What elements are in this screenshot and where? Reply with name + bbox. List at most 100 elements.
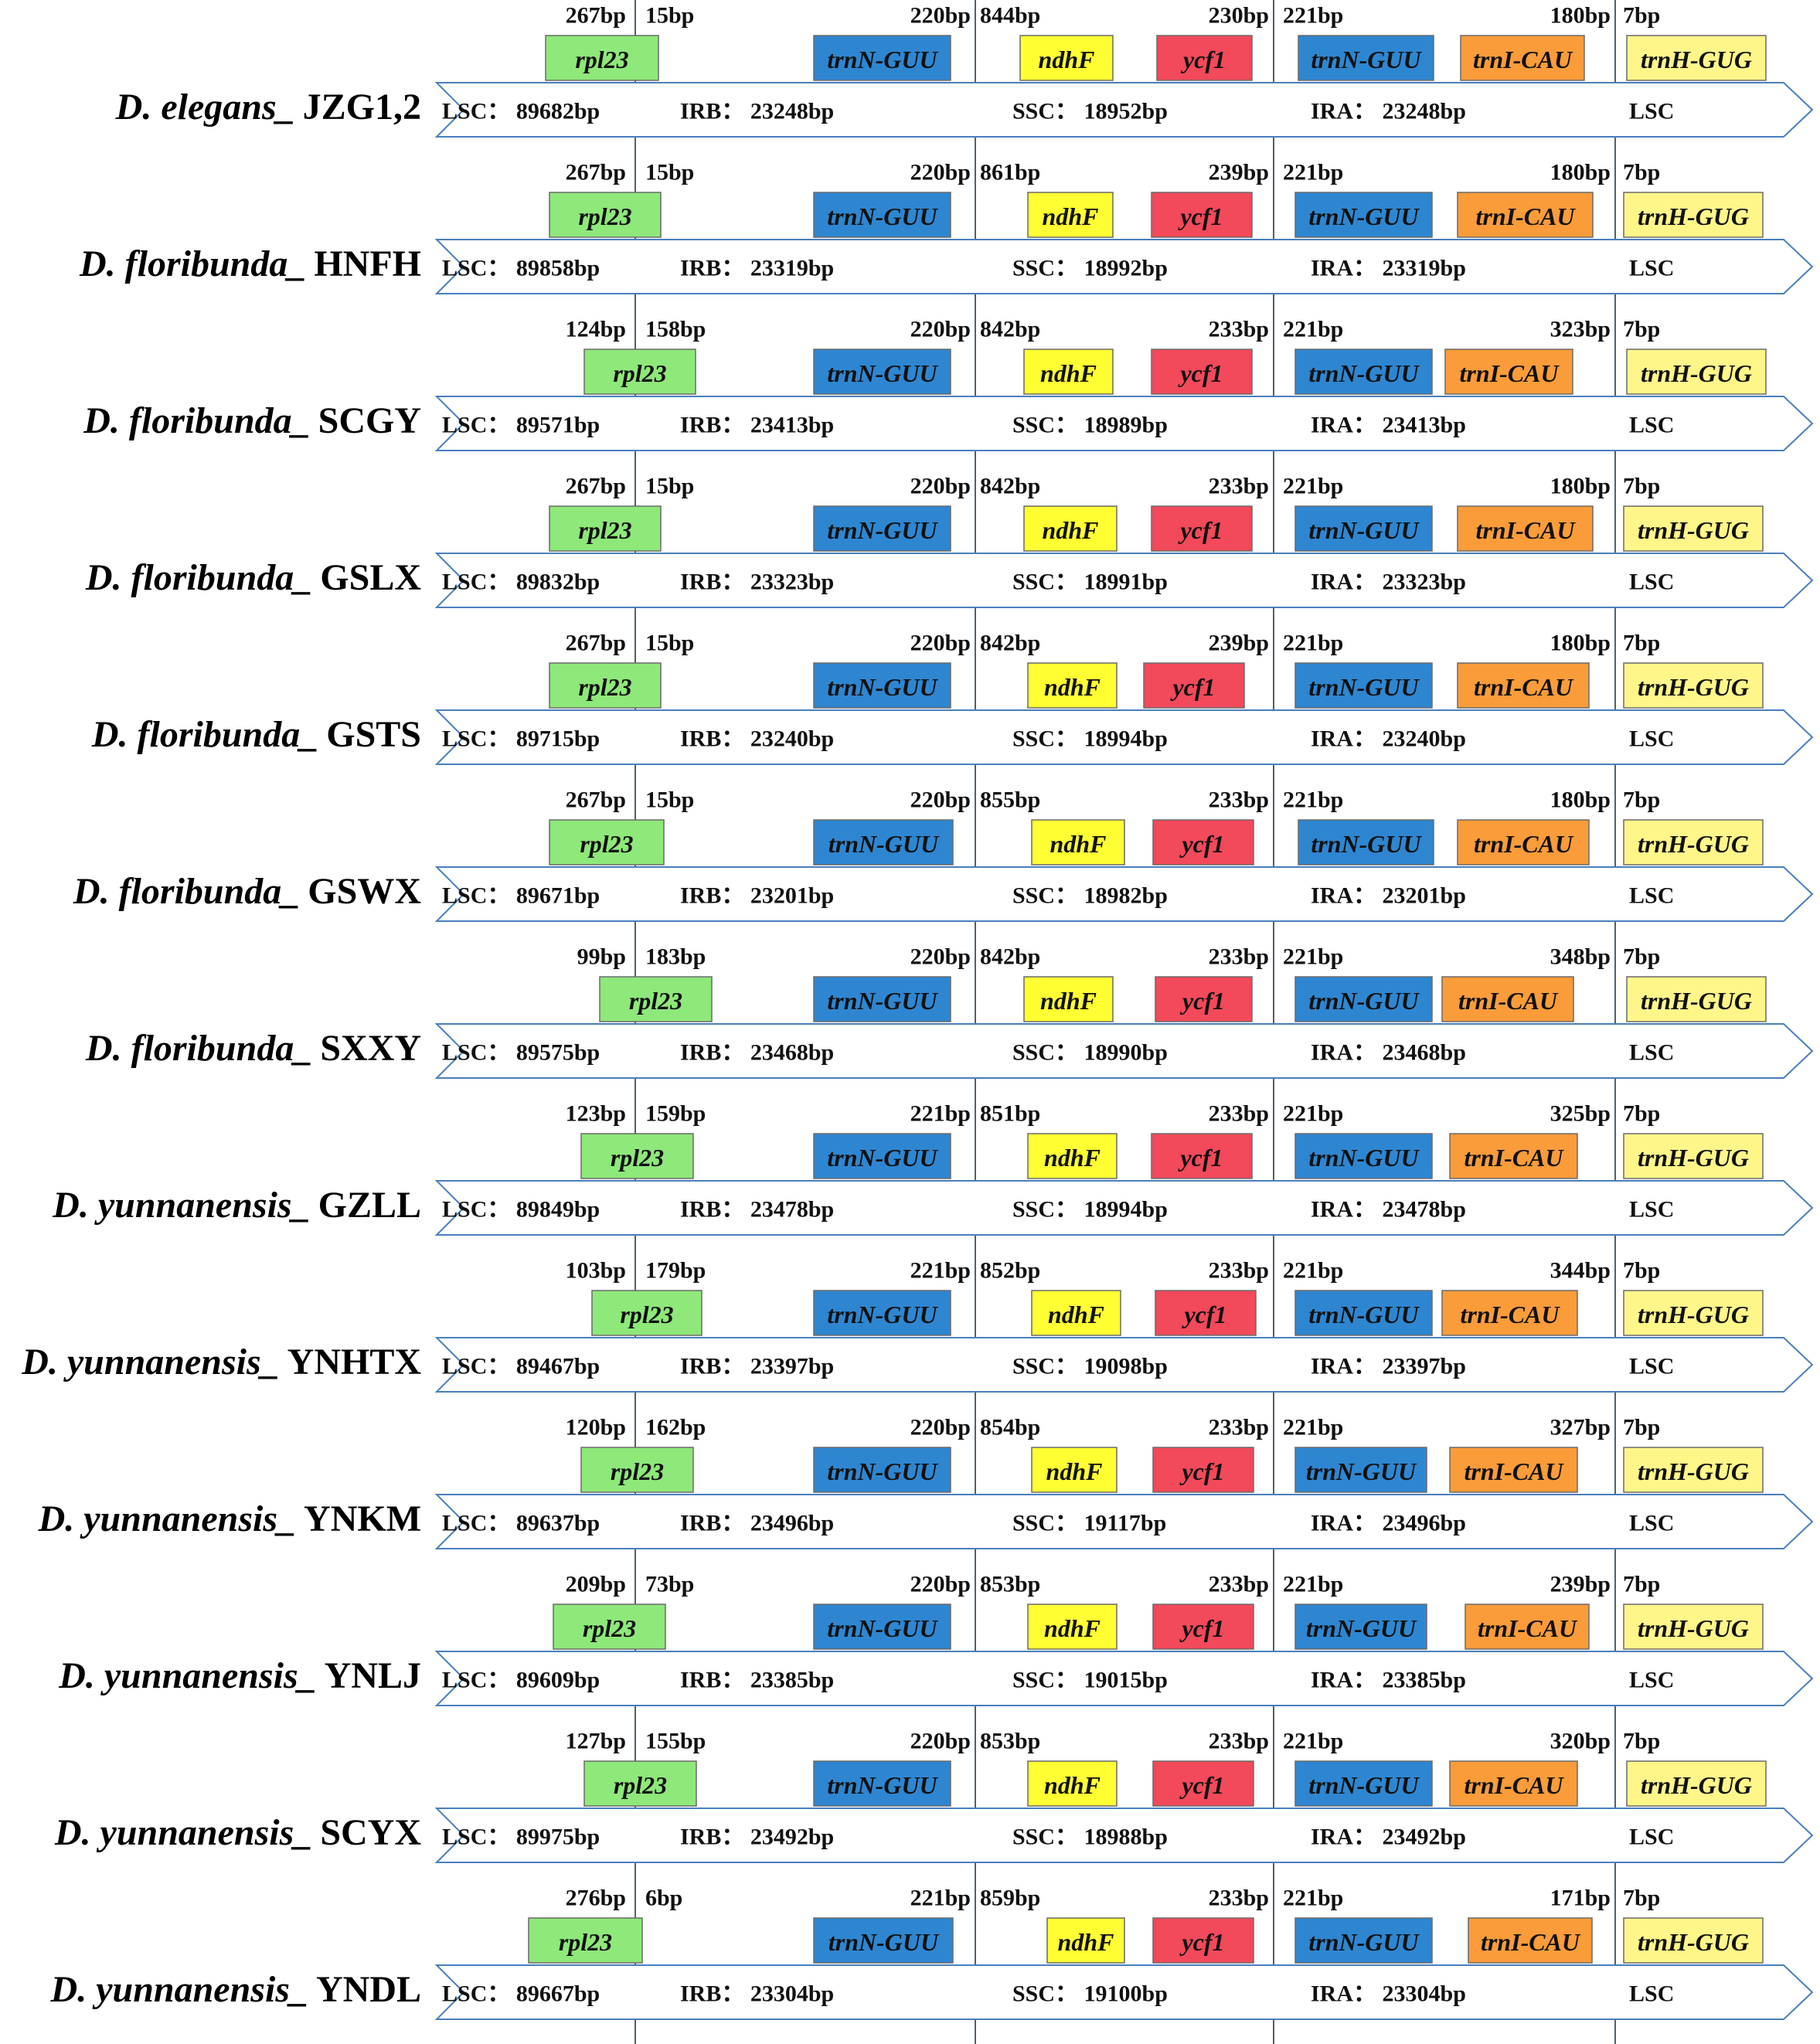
bp-label: 233bp bbox=[1209, 944, 1269, 970]
gene-box-ycf1 bbox=[1152, 1760, 1254, 1807]
species-name: D. floribunda_ bbox=[85, 1028, 312, 1069]
gene-label-trnI: trnI-CAU bbox=[1460, 1301, 1560, 1328]
gene-box-trnI bbox=[1468, 1917, 1593, 1964]
bp-label: 325bp bbox=[1550, 1101, 1611, 1127]
bp-label: 162bp bbox=[645, 1415, 706, 1440]
species-row: rpl23 trnN-GUU ndhF ycf1 trnN-GUU trnI-CAU trn… bbox=[115, 3, 1814, 138]
region-arrow bbox=[434, 396, 1814, 451]
gene-label-trnN: trnN-GUU bbox=[1308, 1144, 1420, 1172]
gene-label-rpl23: rpl23 bbox=[559, 1928, 612, 1956]
gene-label-ycf1: ycf1 bbox=[1169, 673, 1215, 701]
species-row: rpl23 trnN-GUU ndhF ycf1 trnN-GUU trnI-CAU trn… bbox=[85, 944, 1814, 1079]
bp-label: 239bp bbox=[1209, 160, 1269, 185]
species-name: D. floribunda_ bbox=[83, 400, 310, 441]
region-label-irb: IRB： 23304bp bbox=[680, 1981, 834, 2007]
gene-label-ndhF: ndhF bbox=[1044, 1771, 1101, 1799]
region-label-ira: IRA： 23413bp bbox=[1311, 413, 1466, 438]
bp-label: 221bp bbox=[1283, 160, 1343, 185]
gene-box-trnI bbox=[1457, 505, 1594, 552]
sample-code: YNLJ bbox=[325, 1655, 421, 1696]
region-label-ssc: SSC： 19100bp bbox=[1012, 1981, 1168, 2007]
bp-label: 7bp bbox=[1623, 1101, 1660, 1127]
gene-label-trnI: trnI-CAU bbox=[1458, 987, 1559, 1015]
gene-box-trnN bbox=[1294, 192, 1433, 238]
gene-box-trnH bbox=[1626, 1760, 1767, 1807]
gene-box-trnI bbox=[1457, 819, 1590, 866]
bp-label: 180bp bbox=[1550, 3, 1611, 29]
sample-code: GZLL bbox=[318, 1185, 421, 1226]
bp-label: 124bp bbox=[566, 317, 626, 342]
gene-label-ycf1: ycf1 bbox=[1177, 359, 1223, 387]
bp-label: 99bp bbox=[577, 944, 626, 970]
gene-label-trnN: trnN-GUU bbox=[827, 1144, 938, 1172]
gene-label-trnH: trnH-GUG bbox=[1638, 1144, 1749, 1172]
gene-label-trnN: trnN-GUU bbox=[827, 1614, 938, 1642]
gene-box-trnH bbox=[1623, 1133, 1764, 1179]
bp-label: 120bp bbox=[566, 1415, 626, 1440]
region-arrow bbox=[434, 1494, 1814, 1549]
species-label: D. yunnanensis_ YNLJ bbox=[58, 1655, 421, 1696]
gene-label-trnN: trnN-GUU bbox=[1308, 202, 1420, 230]
bp-label: 180bp bbox=[1550, 474, 1611, 499]
region-arrow bbox=[434, 1023, 1814, 1079]
gene-label-trnN: trnN-GUU bbox=[1308, 1771, 1420, 1799]
region-label-ssc: SSC： 18982bp bbox=[1012, 883, 1168, 909]
gene-label-trnH: trnH-GUG bbox=[1638, 1614, 1749, 1642]
gene-label-ycf1: ycf1 bbox=[1179, 830, 1224, 858]
gene-box-rpl23 bbox=[528, 1917, 643, 1964]
gene-box-ndhF bbox=[1046, 1917, 1125, 1964]
species-name: D. floribunda_ bbox=[73, 871, 300, 912]
region-arrow bbox=[434, 1180, 1814, 1236]
bp-label: 221bp bbox=[1283, 1415, 1343, 1440]
gene-box-trnN bbox=[813, 1447, 951, 1493]
gene-label-ycf1: ycf1 bbox=[1179, 1614, 1224, 1642]
bp-label: 348bp bbox=[1550, 944, 1611, 970]
bp-label: 180bp bbox=[1550, 787, 1611, 813]
bp-label: 7bp bbox=[1623, 474, 1660, 499]
gene-box-trnN bbox=[1298, 35, 1434, 81]
species-label: D. floribunda_ GSLX bbox=[85, 557, 421, 598]
bp-label: 233bp bbox=[1209, 787, 1269, 813]
bp-label: 221bp bbox=[1283, 3, 1343, 29]
gene-box-trnH bbox=[1623, 505, 1764, 552]
gene-label-trnI: trnI-CAU bbox=[1459, 359, 1560, 387]
region-label-ira: IRA： 23319bp bbox=[1311, 256, 1466, 281]
gene-box-trnH bbox=[1626, 35, 1767, 81]
gene-box-trnH bbox=[1623, 1290, 1764, 1336]
gene-label-ndhF: ndhF bbox=[1048, 1301, 1104, 1328]
gene-box-trnI bbox=[1441, 976, 1574, 1022]
bp-label: 239bp bbox=[1550, 1572, 1611, 1597]
gene-box-trnI bbox=[1465, 1604, 1590, 1650]
gene-label-trnN: trnN-GUU bbox=[1306, 1457, 1417, 1485]
gene-box-ycf1 bbox=[1152, 1917, 1254, 1964]
gene-label-trnN: trnN-GUU bbox=[1308, 987, 1420, 1015]
sample-code: GSLX bbox=[320, 557, 421, 598]
gene-box-trnN bbox=[813, 976, 951, 1022]
region-arrow bbox=[434, 553, 1814, 608]
region-label-lsc-end: LSC bbox=[1629, 1197, 1674, 1223]
bp-label: 7bp bbox=[1623, 1258, 1660, 1284]
region-label-irb: IRB： 23385bp bbox=[680, 1668, 834, 1693]
region-label-ira: IRA： 23323bp bbox=[1311, 570, 1466, 595]
bp-label: 180bp bbox=[1550, 160, 1611, 185]
gene-box-ndhF bbox=[1023, 349, 1114, 395]
region-label-ira: IRA： 23496bp bbox=[1311, 1511, 1466, 1536]
bp-label: 276bp bbox=[566, 1886, 626, 1911]
gene-box-trnN bbox=[1294, 1290, 1433, 1336]
gene-box-trnI bbox=[1449, 1760, 1578, 1807]
bp-label: 233bp bbox=[1209, 1101, 1269, 1127]
region-label-irb: IRB： 23397bp bbox=[680, 1354, 834, 1379]
gene-box-rpl23 bbox=[549, 192, 662, 238]
region-label-lsc: LSC： 89609bp bbox=[442, 1668, 600, 1693]
region-label-irb: IRB： 23413bp bbox=[680, 413, 834, 438]
region-label-irb: IRB： 23468bp bbox=[680, 1040, 834, 1066]
gene-label-trnN: trnN-GUU bbox=[1308, 673, 1420, 701]
region-label-lsc: LSC： 89667bp bbox=[442, 1981, 600, 2007]
region-label-irb: IRB： 23496bp bbox=[680, 1511, 834, 1536]
gene-box-rpl23 bbox=[599, 976, 713, 1022]
region-label-lsc-end: LSC bbox=[1629, 413, 1674, 438]
gene-box-trnH bbox=[1626, 976, 1767, 1022]
region-label-lsc: LSC： 89671bp bbox=[442, 883, 600, 909]
gene-box-trnN bbox=[813, 505, 951, 552]
species-name: D. floribunda_ bbox=[91, 714, 318, 755]
